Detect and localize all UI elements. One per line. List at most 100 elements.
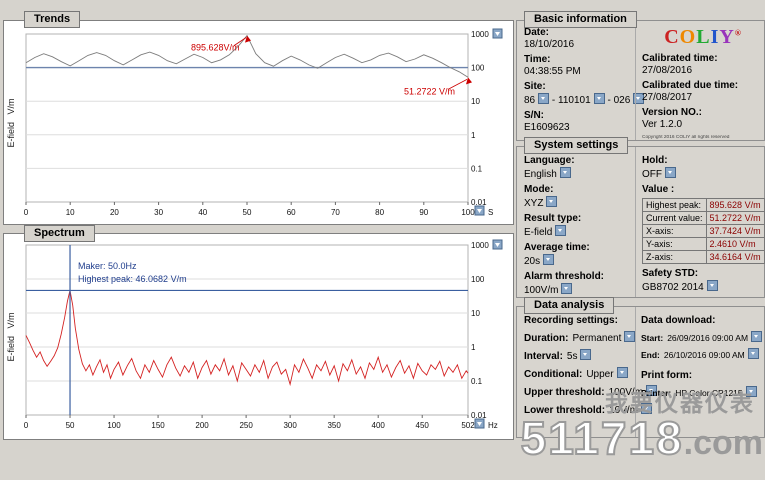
value-section-label: Value : [642,184,675,195]
logo-letter: O [679,26,697,48]
y-tick-label: 0.1 [471,164,483,173]
mode-selected: XYZ [524,198,544,209]
value-table-body: Highest peak: 895.628 V/m Current value: 51… [642,198,765,264]
y-tick-label: 0.01 [471,411,487,420]
data-analysis-right-column: Data download: Start: 26/09/2016 09:00 AM… [635,307,765,437]
calibrated-time-value: 27/08/2016 [642,65,693,76]
site-part-1-dropdown[interactable] [538,93,550,104]
system-settings-left-column: Language: English Mode: XYZ Result type:… [524,155,632,296]
alarm-threshold-dropdown[interactable] [561,283,573,294]
x-tick-label: 0 [24,421,29,430]
result-type-label: Result type: [524,213,582,224]
e-field-trend-line [25,34,469,78]
value-table: Highest peak: 895.628 V/m Current value: 51… [642,198,765,264]
x-tick-label: 60 [287,208,296,217]
safety-std-dropdown[interactable] [706,280,718,291]
y-tick-label: 100 [471,64,485,73]
site-part-1: 86 [524,95,536,106]
value-table-value: 37.7424 V/m [705,224,765,238]
lower-threshold-selected: 10V/m [609,405,639,416]
watermark: 我要仪器仪表 511718.com [520,390,763,463]
y-tick-label: 10 [471,309,480,318]
y-tick-label: 0.01 [471,198,487,207]
y-tick-label: 1000 [471,241,489,250]
upper-threshold-row: Upper threshold: 100V/m [524,385,658,398]
site-value: 86 - 110101 - 026 [524,93,645,106]
marker-pointer-line [233,37,247,46]
conditional-dropdown[interactable] [616,367,628,378]
spectrum-panel: E-field V/m 1000 100 10 1 0.1 0.01 0 50 100 150 20… [3,233,514,440]
x-tick-label: 80 [375,208,384,217]
end-value: 26/10/2016 09:00 AM [663,350,745,360]
value-table-row: Y-axis: 2.4610 V/m [642,237,765,251]
mode-dropdown[interactable] [546,196,558,207]
calibrated-time-label: Calibrated time: [642,53,718,64]
site-separator-2: - [607,95,611,106]
logo-letter: I [710,26,720,48]
start-dropdown[interactable] [751,331,763,342]
duration-dropdown[interactable] [624,331,636,342]
dropdown-arrow-icon [477,209,482,213]
basic-info-left-column: Date: 18/10/2016 Time: 04:38:55 PM Site:… [524,27,645,133]
date-value: 18/10/2016 [524,39,575,50]
result-type-dropdown[interactable] [555,225,567,236]
tab-spectrum[interactable]: Spectrum [24,225,95,242]
registered-mark-icon: ® [734,28,742,38]
x-tick-label: 400 [372,421,386,430]
data-analysis-left-column: Recording settings: Duration: Permanent I… [524,315,658,416]
calibrated-due-value: 27/08/2017 [642,92,693,103]
watermark-chinese-text: 我要仪器仪表 [605,390,755,416]
lower-threshold-label: Lower threshold: [524,405,606,416]
printer-dropdown[interactable] [745,386,757,397]
y-tick-label: 1000 [471,30,489,39]
x-tick-label: 100 [461,208,475,217]
site-part-3-dropdown[interactable] [633,93,645,104]
hold-selected: OFF [642,169,662,180]
conditional-selected: Upper [586,369,614,380]
mode-label: Mode: [524,184,554,195]
interval-dropdown[interactable] [580,349,592,360]
logo-letter: L [696,26,711,48]
marker-pointer-line [447,78,468,90]
hold-dropdown[interactable] [665,167,676,178]
end-dropdown[interactable] [747,348,759,359]
site-label: Site: [524,81,546,92]
alarm-threshold-label: Alarm threshold: [524,271,605,282]
safety-std-value: GB8702 2014 [642,280,764,293]
value-table-value: 34.6164 V/m [705,250,765,264]
header-system-settings: System settings [524,137,629,154]
x-tick-label: 70 [331,208,340,217]
version-value: Ver 1.2.0 [642,119,683,130]
tab-trends[interactable]: Trends [24,11,81,28]
average-time-dropdown[interactable] [543,254,555,265]
basic-info-right-column: COLIY® Calibrated time: 27/08/2016 Calib… [635,21,764,140]
duration-row: Duration: Permanent [524,331,636,344]
print-form-label: Print form: [641,370,693,381]
duration-label: Duration: [524,333,569,344]
dropdown-arrow-icon [495,243,500,247]
lower-threshold-dropdown[interactable] [641,403,653,414]
dropdown-arrow-icon [495,32,500,36]
value-table-label: Current value: [642,211,707,225]
x-tick-label: 90 [419,208,428,217]
y-tick-label: 10 [471,97,480,106]
x-tick-label: 150 [151,421,165,430]
peak-marker [466,77,472,85]
duration-selected: Permanent [572,333,622,344]
hold-value: OFF [642,167,764,180]
site-separator: - [551,95,556,106]
average-time-label: Average time: [524,242,590,253]
serial-number-value: E1609623 [524,122,570,133]
y-tick-label: 1 [471,131,476,140]
interval-row: Interval: 5s [524,349,632,362]
value-table-label: Y-axis: [642,237,707,251]
x-unit-label: Hz [488,421,498,430]
peak-marker [245,35,251,43]
x-tick-label: 250 [239,421,253,430]
site-part-2-dropdown[interactable] [593,93,605,104]
upper-threshold-dropdown[interactable] [646,385,658,396]
x-unit-label: S [488,208,493,217]
watermark-domain: 511718.com [520,414,763,462]
time-label: Time: [524,54,551,65]
language-dropdown[interactable] [559,167,571,178]
